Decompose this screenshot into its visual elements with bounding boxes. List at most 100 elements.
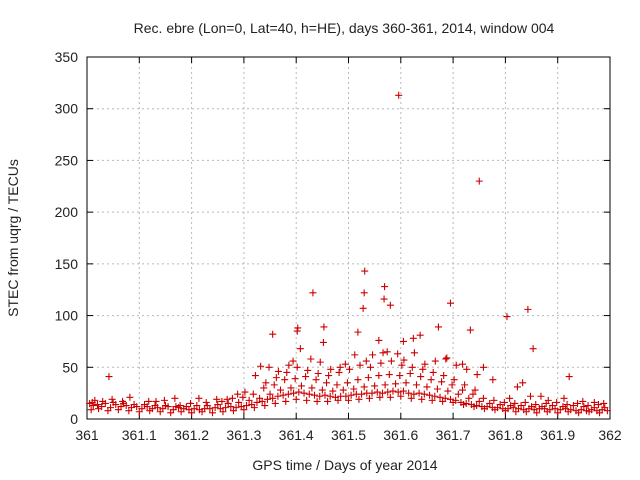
data-point [261, 402, 269, 410]
data-point [507, 402, 515, 410]
data-point [289, 357, 297, 365]
data-point [314, 369, 322, 377]
data-point [369, 351, 377, 359]
x-tick-label: 361.3 [226, 427, 261, 443]
data-point [544, 396, 552, 404]
data-point [269, 330, 277, 338]
data-point [304, 366, 312, 374]
data-point [334, 396, 342, 404]
data-point [366, 363, 374, 371]
data-point [368, 389, 376, 397]
data-point [269, 394, 277, 402]
y-tick-label: 50 [62, 359, 78, 375]
data-point [294, 324, 302, 332]
data-point [565, 373, 573, 381]
data-point [527, 392, 535, 400]
data-point [219, 408, 227, 416]
data-point [287, 384, 295, 392]
data-point [361, 267, 369, 275]
data-point [333, 381, 341, 389]
data-point [342, 392, 350, 400]
data-point [396, 372, 404, 380]
data-point [125, 407, 133, 415]
y-tick-label: 350 [55, 49, 79, 65]
data-point [410, 349, 418, 357]
data-point [356, 361, 364, 369]
data-point [312, 376, 320, 384]
data-point [389, 387, 397, 395]
data-point [559, 403, 567, 411]
data-point [512, 408, 520, 416]
data-point [351, 351, 359, 359]
data-point [257, 362, 265, 370]
data-point [292, 395, 300, 403]
data-point [318, 386, 326, 394]
data-point [339, 386, 347, 394]
data-point [469, 390, 477, 398]
data-point [600, 399, 608, 407]
data-point [429, 368, 437, 376]
data-point [418, 395, 426, 403]
y-tick-label: 200 [55, 204, 79, 220]
data-point [281, 376, 289, 384]
data-point [302, 373, 310, 381]
data-point [528, 403, 536, 411]
data-point [130, 401, 138, 409]
data-point [463, 365, 471, 373]
x-axis-tick-labels: 361 361.1 361.2 361.3 361.4 361.5 361.6 361.7 36… [75, 427, 622, 443]
data-point [279, 391, 287, 399]
data-point [479, 363, 487, 371]
data-point [224, 399, 232, 407]
data-point [381, 381, 389, 389]
data-point [336, 363, 344, 371]
data-point [479, 394, 487, 402]
data-point [308, 384, 316, 392]
x-tick-label: 362 [598, 427, 622, 443]
data-point [274, 367, 282, 375]
data-point [265, 363, 273, 371]
data-point [316, 358, 324, 366]
data-point [295, 388, 303, 396]
data-point [601, 404, 609, 412]
data-point [398, 361, 406, 369]
data-point [489, 376, 497, 384]
data-point [596, 409, 604, 417]
data-point [461, 381, 469, 389]
data-point [420, 390, 428, 398]
data-point [383, 348, 391, 356]
data-point [580, 403, 588, 411]
data-point [460, 401, 468, 409]
data-point [491, 406, 499, 414]
data-point [303, 396, 311, 404]
data-point [365, 394, 373, 402]
data-point [511, 399, 519, 407]
data-point [350, 385, 358, 393]
data-point [364, 374, 372, 382]
data-point [176, 402, 184, 410]
y-axis-label: STEC from uqrg / TECUs [5, 159, 21, 317]
data-point [475, 397, 483, 405]
data-point [443, 354, 451, 362]
data-point [135, 408, 143, 416]
data-point [532, 401, 540, 409]
data-point [496, 401, 504, 409]
data-point [375, 336, 383, 344]
data-point [358, 390, 366, 398]
data-point [407, 394, 415, 402]
data-point [171, 394, 179, 402]
data-point [554, 409, 562, 417]
data-point [271, 399, 279, 407]
data-point [381, 283, 389, 291]
data-point [285, 361, 293, 369]
y-tick-label: 100 [55, 308, 79, 324]
data-point [574, 399, 582, 407]
gridlines [87, 57, 610, 419]
data-point [465, 394, 473, 402]
data-point [431, 357, 439, 365]
data-point [360, 383, 368, 391]
data-point [524, 305, 532, 313]
data-point [319, 338, 327, 346]
data-point [218, 397, 226, 405]
data-point [222, 404, 230, 412]
data-point [548, 402, 556, 410]
